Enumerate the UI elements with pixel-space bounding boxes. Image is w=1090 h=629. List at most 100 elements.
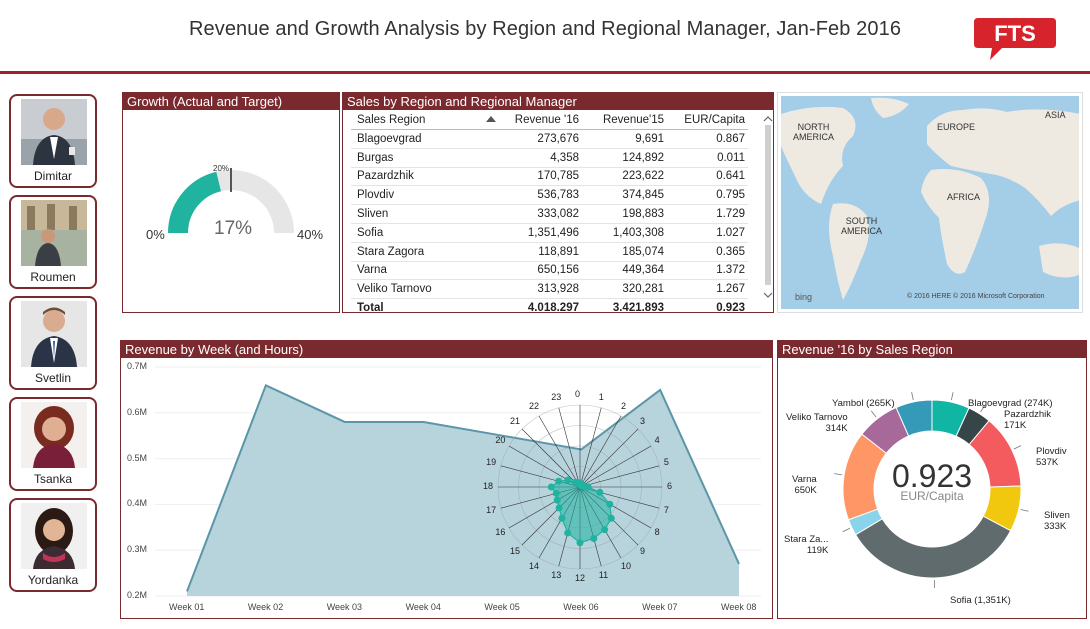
- week-label: Week 06: [563, 602, 599, 612]
- manager-name: Dimitar: [34, 169, 72, 183]
- cell-eur-capita: 0.641: [667, 167, 748, 187]
- week-label: Week 03: [326, 602, 363, 612]
- scroll-thumb[interactable]: [765, 125, 771, 285]
- cell-spacer: [468, 204, 499, 224]
- y-tick-label: 0.2M: [127, 590, 148, 600]
- cell-eur-capita: 0.867: [667, 129, 748, 149]
- manager-card-tsanka[interactable]: Tsanka: [9, 397, 97, 491]
- hour-label: 5: [663, 457, 669, 468]
- week-label: Week 05: [484, 602, 520, 612]
- scroll-down-icon: [763, 292, 773, 298]
- cell-revenue15: 223,622: [582, 167, 667, 187]
- cell-revenue15: 198,883: [582, 204, 667, 224]
- weekly-revenue-panel[interactable]: Revenue by Week (and Hours) 0.7M 0.6M 0.5M…: [120, 340, 773, 619]
- donut-label: Sliven 333K: [1044, 510, 1070, 532]
- avatar: [21, 402, 87, 468]
- table-row[interactable]: Stara Zagora 118,891 185,074 0.365: [351, 242, 748, 262]
- growth-panel[interactable]: Growth (Actual and Target) 20% 17% 0% 40…: [122, 92, 340, 313]
- donut-center-label: EUR/Capita: [900, 489, 964, 503]
- cell-region: Varna: [351, 261, 468, 281]
- table-row[interactable]: Plovdiv 536,783 374,845 0.795: [351, 185, 748, 206]
- y-tick-label: 0.7M: [127, 361, 148, 371]
- donut-label: Plovdiv 537K: [1036, 446, 1067, 468]
- table-scrollbar[interactable]: [763, 115, 773, 305]
- gauge-value-label: 17%: [214, 218, 253, 239]
- radar-point: [564, 529, 572, 537]
- manager-name: Svetlin: [34, 371, 72, 385]
- world-map[interactable]: NORTH AMERICA EUROPE ASIA AFRICA SOUTH A…: [781, 96, 1079, 309]
- table-row[interactable]: Blagoevgrad 273,676 9,691 0.867: [351, 129, 748, 149]
- cell-revenue16: 118,891: [499, 242, 582, 262]
- avatar: [21, 200, 87, 266]
- col-header-region[interactable]: Sales Region: [351, 111, 468, 130]
- cell-revenue16: 1,351,496: [499, 223, 582, 243]
- map-label-south-america: SOUTH AMERICA: [841, 216, 883, 236]
- donut-panel[interactable]: Revenue '16 by Sales Region 0.923 EUR/Ca…: [777, 340, 1087, 619]
- manager-name: Roumen: [30, 270, 76, 284]
- col-header-revenue16[interactable]: Revenue '16: [499, 111, 582, 130]
- cell-eur-capita: 1.027: [667, 223, 748, 243]
- col-header-eur-capita[interactable]: EUR/Capita: [667, 111, 748, 130]
- scroll-up-icon: [763, 116, 773, 122]
- y-tick-label: 0.5M: [127, 452, 148, 463]
- hour-label: 23: [551, 392, 562, 403]
- panel-header: Sales by Region and Regional Manager: [343, 93, 773, 110]
- week-label: Week 04: [405, 602, 441, 612]
- cell-region: Blagoevgrad: [351, 129, 468, 149]
- donut-label: Pazardzhik 171K: [1004, 409, 1051, 431]
- donut-label: Stara Za... 119K: [784, 534, 829, 556]
- cell-spacer: [468, 129, 499, 149]
- hour-label: 7: [663, 504, 669, 515]
- cell-spacer: [468, 261, 499, 281]
- radar-point: [555, 504, 563, 512]
- table-row[interactable]: Veliko Tarnovo 313,928 320,281 1.267: [351, 279, 748, 300]
- hour-label: 6: [667, 481, 673, 491]
- growth-gauge: [168, 168, 294, 234]
- sales-table: Sales Region Revenue '16 Revenue'15 EUR/…: [351, 111, 748, 317]
- map-label-asia: ASIA: [1045, 110, 1066, 120]
- hour-label: 20: [495, 435, 506, 445]
- table-row[interactable]: Pazardzhik 170,785 223,622 0.641: [351, 167, 748, 187]
- manager-card-yordanka[interactable]: Yordanka: [9, 498, 97, 592]
- cell-spacer: [468, 242, 499, 262]
- cell-spacer: [468, 279, 499, 300]
- table-row[interactable]: Sliven 333,082 198,883 1.729: [351, 204, 748, 224]
- cell-region: Stara Zagora: [351, 242, 468, 262]
- panel-header: Growth (Actual and Target): [123, 93, 339, 110]
- cell-region: Sliven: [351, 204, 468, 224]
- hour-label: 17: [486, 504, 497, 515]
- cell-revenue15: 124,892: [582, 148, 667, 168]
- map-label-north-america: NORTH AMERICA: [793, 122, 835, 142]
- cell-revenue16: 650,156: [499, 261, 582, 281]
- table-row[interactable]: Varna 650,156 449,364 1.372: [351, 261, 748, 281]
- cell-revenue15: 185,074: [582, 242, 667, 262]
- cell-spacer: [468, 298, 499, 317]
- cell-spacer: [468, 167, 499, 187]
- radar-point: [564, 476, 572, 484]
- hour-label: 0: [575, 389, 581, 399]
- hour-label: 12: [575, 573, 586, 583]
- week-label: Week 02: [247, 602, 284, 612]
- cell-revenue16: 313,928: [499, 279, 582, 300]
- hour-label: 15: [509, 546, 520, 557]
- cell-region: Sofia: [351, 223, 468, 243]
- col-header-revenue15[interactable]: Revenue'15: [582, 111, 667, 130]
- weekly-area: [187, 385, 739, 596]
- manager-card-roumen[interactable]: Roumen: [9, 195, 97, 289]
- manager-name: Tsanka: [33, 472, 73, 486]
- gauge-max-label: 40%: [297, 227, 324, 242]
- donut-label: Varna 650K: [792, 474, 817, 496]
- table-row[interactable]: Sofia 1,351,496 1,403,308 1.027: [351, 223, 748, 243]
- cell-revenue15: 449,364: [582, 261, 667, 281]
- map-panel[interactable]: NORTH AMERICA EUROPE ASIA AFRICA SOUTH A…: [777, 92, 1083, 313]
- cell-revenue15: 1,403,308: [582, 223, 667, 243]
- radar-point: [584, 483, 592, 491]
- gauge-min-label: 0%: [146, 227, 165, 242]
- manager-card-svetlin[interactable]: Svetlin: [9, 296, 97, 390]
- donut-label: Blagoevgrad (274K): [968, 398, 1053, 409]
- radar-point: [555, 477, 563, 485]
- sort-asc-icon[interactable]: [468, 111, 499, 130]
- sales-table-panel[interactable]: Sales by Region and Regional Manager Sal…: [342, 92, 774, 317]
- manager-card-dimitar[interactable]: Dimitar: [9, 94, 97, 188]
- table-row[interactable]: Burgas 4,358 124,892 0.011: [351, 148, 748, 168]
